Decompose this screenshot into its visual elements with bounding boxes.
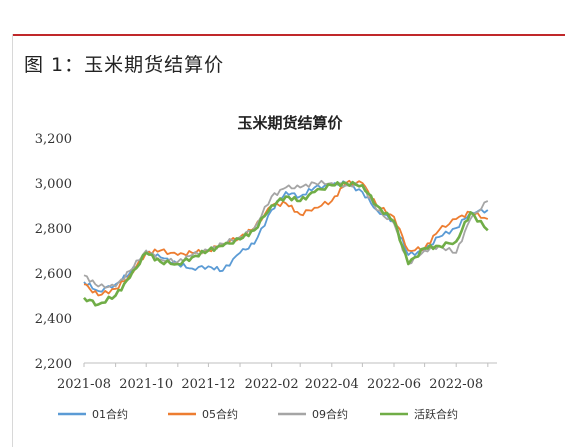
legend-label-s05: 05合约 bbox=[202, 407, 238, 421]
y-tick-label: 2,200 bbox=[35, 357, 72, 372]
chart-title: 玉米期货结算价 bbox=[237, 114, 343, 132]
y-tick-label: 2,800 bbox=[35, 222, 72, 237]
legend-label-s09: 09合约 bbox=[312, 407, 348, 421]
x-tick-label: 2021-10 bbox=[119, 377, 173, 392]
x-tick-label: 2021-12 bbox=[181, 377, 235, 392]
series-lines bbox=[83, 179, 489, 307]
y-tick-label: 3,000 bbox=[35, 177, 72, 192]
series-line-active bbox=[83, 180, 489, 307]
x-tick-label: 2021-08 bbox=[57, 377, 111, 392]
y-axis: 2,200 2,400 2,600 2,800 3,000 3,200 bbox=[35, 132, 72, 372]
x-tick-label: 2022-04 bbox=[305, 377, 359, 392]
y-tick-label: 2,600 bbox=[35, 267, 72, 282]
x-tick-label: 2022-08 bbox=[429, 377, 483, 392]
legend-label-s01: 01合约 bbox=[92, 407, 128, 421]
x-tick-label: 2022-02 bbox=[245, 377, 299, 392]
x-tick-label: 2022-06 bbox=[367, 377, 421, 392]
legend-label-active: 活跃合约 bbox=[414, 407, 458, 421]
header-rule bbox=[12, 34, 565, 36]
legend: 01合约 05合约 09合约 活跃合约 bbox=[58, 407, 458, 421]
y-tick-label: 2,400 bbox=[35, 312, 72, 327]
y-tick-label: 3,200 bbox=[35, 132, 72, 147]
x-axis: 2021-08 2021-10 2021-12 2022-02 2022-04 2022-… bbox=[57, 362, 497, 392]
page-left-border bbox=[12, 34, 13, 447]
figure-title: 图 1：玉米期货结算价 bbox=[24, 54, 225, 76]
